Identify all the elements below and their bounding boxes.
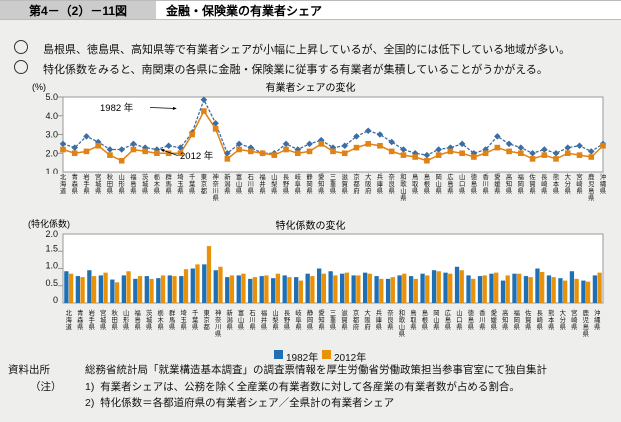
svg-text:0.5: 0.5	[45, 278, 58, 288]
svg-text:1982 年: 1982 年	[100, 102, 134, 114]
svg-text:2.0: 2.0	[45, 229, 58, 239]
svg-text:1.5: 1.5	[45, 243, 58, 253]
svg-text:0: 0	[53, 295, 58, 305]
svg-text:2012 年: 2012 年	[180, 150, 214, 162]
svg-text:1.0: 1.0	[45, 261, 58, 271]
